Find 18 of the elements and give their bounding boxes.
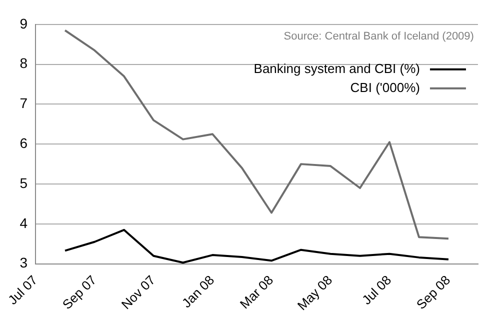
y-tick-label: 7 xyxy=(20,95,28,112)
annotation: Source: Central Bank of Iceland (2009) xyxy=(284,30,474,42)
legend-label: CBI ('000%) xyxy=(350,80,420,95)
x-tick-label: Sep 08 xyxy=(413,272,454,312)
legend-label: Banking system and CBI (%) xyxy=(254,60,420,76)
x-tick-label: Jul 08 xyxy=(358,272,394,308)
y-tick-label: 6 xyxy=(20,134,28,151)
y-tick-label: 5 xyxy=(20,174,28,191)
x-tick-label: Mar 08 xyxy=(236,272,276,312)
y-tick-label: 8 xyxy=(20,55,28,72)
x-tick-label: Jul 07 xyxy=(5,272,40,308)
x-tick-label: Jan 08 xyxy=(178,272,218,311)
x-tick-label: Nov 07 xyxy=(118,272,158,312)
y-tick-label: 9 xyxy=(20,15,28,32)
x-tick-label: May 08 xyxy=(294,272,336,314)
y-tick-label: 3 xyxy=(20,254,28,271)
x-tick-label: Sep 07 xyxy=(59,272,100,312)
y-tick-label: 4 xyxy=(20,214,28,231)
